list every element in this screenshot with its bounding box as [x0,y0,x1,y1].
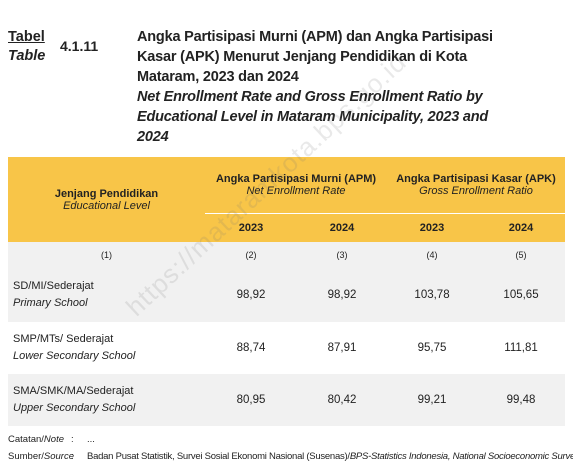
cell-value: 98,92 [297,267,388,322]
cell-value: 98,92 [205,267,297,322]
column-number: (5) [477,242,566,267]
row-label: SMP/MTs/ Sederajat Lower Secondary School [8,322,205,374]
number-row: (1) (2) (3) (4) (5) [8,242,566,267]
group1-header: Angka Partisipasi Murni (APM) Net Enroll… [205,157,388,214]
row-label-en: Lower Secondary School [13,350,136,362]
source-text-en: BPS-Statistics Indonesia, National Socio… [349,451,573,462]
group2-header: Angka Partisipasi Kasar (APK) Gross Enro… [387,157,566,214]
col1-header-id: Jenjang Pendidikan [54,187,159,200]
year-header: 2023 [205,213,297,242]
cell-value: 105,65 [477,267,566,322]
group1-header-en: Net Enrollment Rate [246,184,346,197]
cell-value: 95,75 [417,342,447,354]
title-id-line: Kasar (APK) Menurut Jenjang Pendidikan d… [137,49,467,65]
column-number: (3) [297,242,388,267]
cell-value: 99,48 [477,374,566,426]
cell-value: 87,91 [327,342,357,354]
column-number: (1) [8,242,205,267]
title: Angka Partisipasi Murni (APM) dan Angka … [137,27,493,147]
source-label-en: Source [43,451,75,462]
source-label-id: Sumber/ [8,451,44,462]
source-text-id: Badan Pusat Statistik, Survei Sosial Eko… [87,451,350,462]
source-line: Sumber/Source [8,451,74,462]
column-number: (2) [205,242,297,267]
year-header: 2023 [387,213,478,242]
cell-value: 111,81 [504,342,538,354]
table-number: 4.1.11 [60,38,99,54]
col1-header: Jenjang Pendidikan Educational Level [8,157,205,242]
table-label-en: Table [8,48,46,64]
column-number: (4) [387,242,478,267]
year-header: 2024 [297,213,388,242]
data-row: SD/MI/Sederajat Primary School 98,92 98,92 1… [8,267,566,322]
cell-value: 88,74 [236,342,266,354]
row-label-id: SD/MI/Sederajat [13,279,94,292]
data-row: SMA/SMK/MA/Sederajat Upper Secondary Scho… [8,374,566,426]
source-text: Badan Pusat Statistik, Survei Sosial Eko… [87,451,573,462]
row-label-en: Upper Secondary School [13,402,136,414]
cell-value: 80,95 [205,374,297,426]
title-en-line: Educational Level in Mataram Municipalit… [137,109,489,125]
cell-value: 103,78 [387,267,478,322]
row-label-id: SMP/MTs/ Sederajat [13,333,114,345]
note-label-en: Note [43,434,64,445]
group2-header-en: Gross Enrollment Ratio [419,184,533,197]
data-table: Jenjang Pendidikan Educational Level Ang… [8,157,566,426]
note-line: Catatan/Note [8,434,64,445]
title-id-line: Angka Partisipasi Murni (APM) dan Angka … [137,29,493,45]
title-en-line: Net Enrollment Rate and Gross Enrollment… [137,89,483,105]
note-label-id: Catatan/ [8,434,44,445]
group1-header-id: Angka Partisipasi Murni (APM) [215,172,377,185]
note-text: ... [87,434,95,445]
row-label-id: SMA/SMK/MA/Sederajat [13,385,134,397]
data-row: SMP/MTs/ Sederajat Lower Secondary School… [8,322,565,374]
row-label: SMA/SMK/MA/Sederajat Upper Secondary Scho… [8,374,205,426]
row-label-en: Primary School [13,296,88,309]
title-en-line: 2024 [137,129,169,145]
cell-value: 99,21 [387,374,478,426]
row-label: SD/MI/Sederajat Primary School [8,267,205,322]
title-id-line: Mataram, 2023 dan 2024 [137,69,299,85]
col1-header-en: Educational Level [63,199,150,212]
year-header: 2024 [477,213,566,242]
source-sep: : [71,451,74,462]
cell-value: 80,42 [297,374,388,426]
years-row: 2023 2024 2023 2024 [8,213,566,242]
table-label-id: Tabel [8,29,45,45]
note-sep: : [71,434,74,445]
group2-header-id: Angka Partisipasi Kasar (APK) [396,172,556,185]
